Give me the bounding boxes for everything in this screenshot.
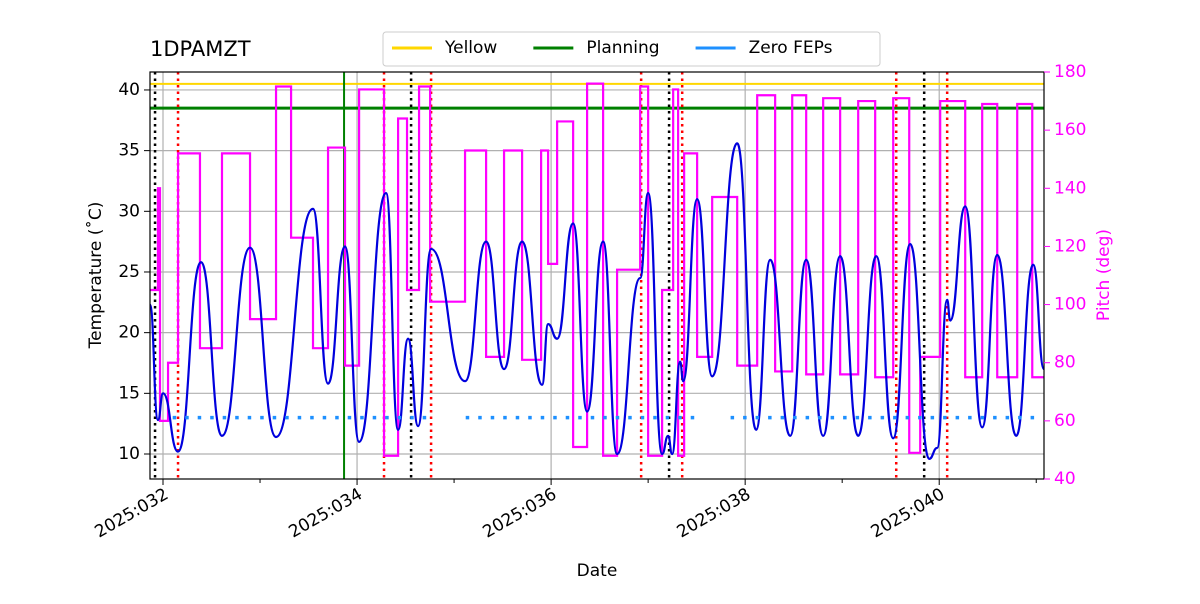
x-axis-label: Date [577,561,618,581]
y2-axis-label: Pitch (deg) [1094,229,1114,321]
y2-tick-label: 80 [1054,353,1076,373]
chart-title: 1DPAMZT [150,37,251,61]
y2-tick-label: 160 [1054,120,1086,140]
y-tick-label: 25 [118,262,140,282]
y2-tick-label: 100 [1054,295,1086,315]
y-tick-label: 20 [118,323,140,343]
y2-tick-label: 60 [1054,411,1076,431]
y2-tick-label: 180 [1054,62,1086,82]
series-line [150,142,1044,460]
legend-label: Planning [586,38,659,58]
y-tick-label: 35 [118,141,140,161]
y-tick-label: 40 [118,80,140,100]
y-tick-label: 10 [118,444,140,464]
y2-tick-label: 140 [1054,178,1086,198]
legend-box [382,31,881,67]
y-axis-label: Temperature (˚C) [85,202,106,350]
legend-label: Yellow [444,38,497,58]
y2-tick-label: 120 [1054,236,1086,256]
legend-label: Zero FEPs [749,38,833,58]
y-tick-label: 15 [118,383,140,403]
plot-frame [149,71,1045,480]
y-tick-label: 30 [118,201,140,221]
y2-tick-label: 40 [1054,469,1076,489]
